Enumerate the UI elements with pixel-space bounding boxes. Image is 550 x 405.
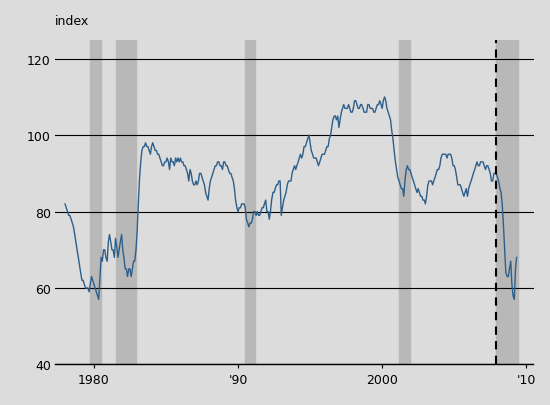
Bar (496, 40, 518, 364)
Bar (399, 40, 410, 364)
Bar (116, 40, 136, 364)
Bar (90, 40, 101, 364)
Text: index: index (55, 15, 89, 28)
Bar (245, 40, 255, 364)
